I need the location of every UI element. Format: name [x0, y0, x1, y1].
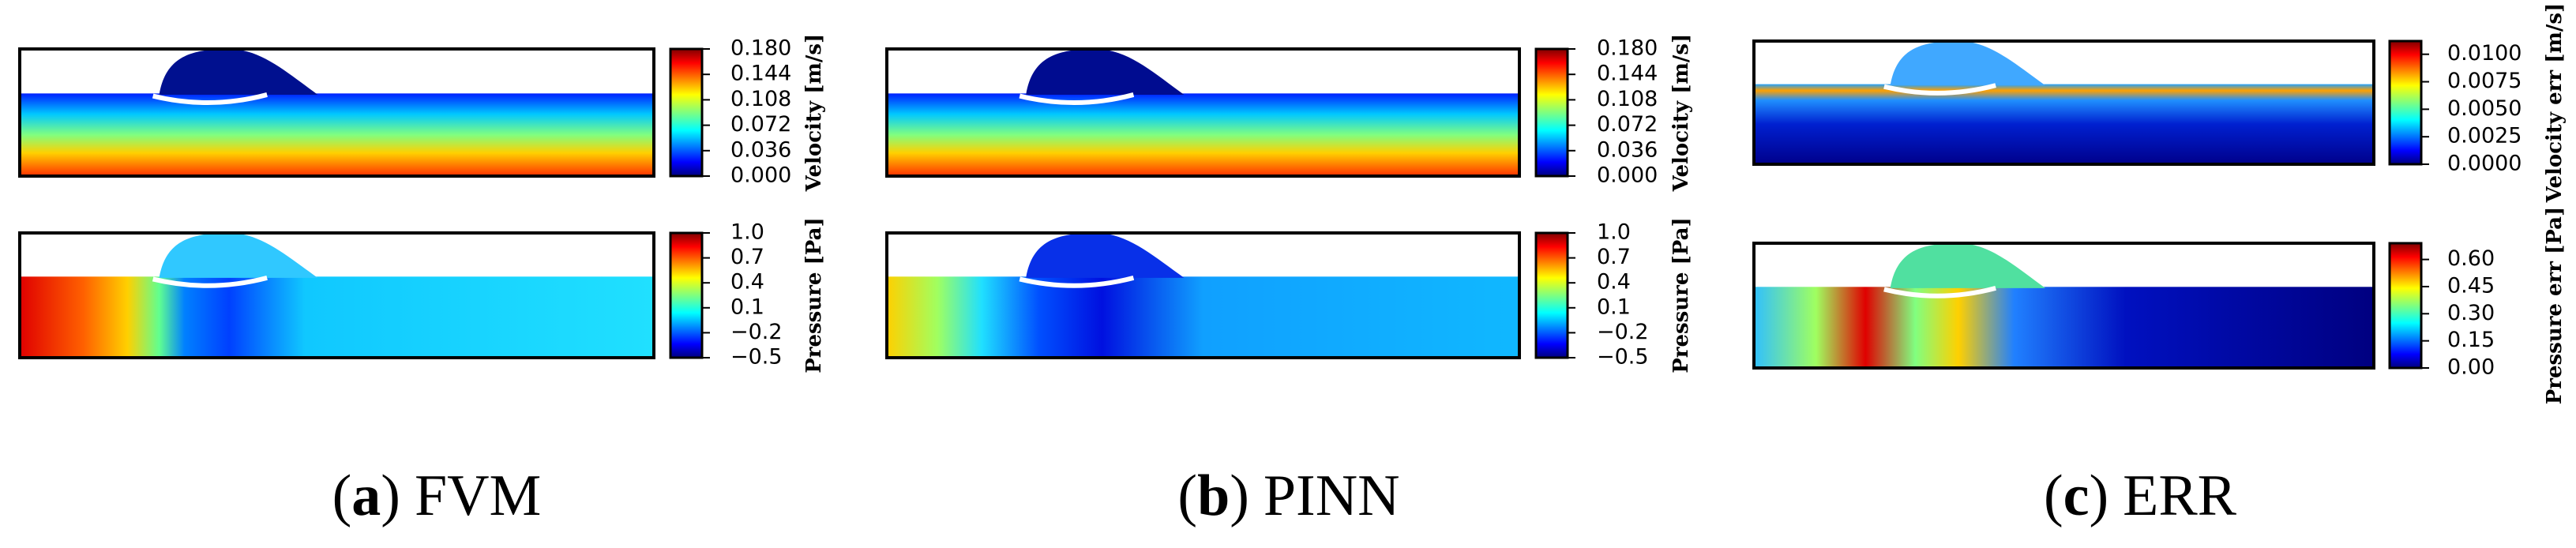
colorbar [669, 231, 704, 359]
colorbar-tick-label: 0.00 [2447, 355, 2495, 380]
colorbar-label: Velocity [m/s] [1669, 34, 1693, 193]
caption-text: ERR [2123, 464, 2237, 528]
caption-label: c [2063, 464, 2090, 528]
colorbar-tick-label: 0.7 [1597, 245, 1631, 269]
hydrofoil [152, 92, 268, 106]
panel-caption: (c) ERR [2044, 464, 2237, 528]
caption-label: a [351, 464, 381, 528]
flow-field [1754, 287, 2374, 368]
caption-close: ) [2089, 464, 2108, 528]
caption-text: PINN [1264, 464, 1400, 528]
hydrofoil [1019, 92, 1135, 106]
caption-open: ( [1177, 464, 1197, 528]
colorbar-tick-label: 1.0 [1597, 220, 1631, 245]
colorbar-tick-label: 0.036 [730, 137, 791, 162]
colorbar-tick-label: 0.072 [1597, 112, 1658, 137]
flow-field [20, 93, 654, 176]
caption-close: ) [1230, 464, 1249, 528]
colorbar-tick-label: −0.2 [1597, 320, 1649, 344]
surface-hump [159, 233, 318, 278]
colorbar-tick-label: 0.000 [730, 163, 791, 188]
colorbar-tick-label: 0.072 [730, 112, 791, 137]
colorbar-tick-label: 0.0100 [2447, 41, 2522, 66]
colorbar [2388, 39, 2423, 166]
flow-field [20, 276, 654, 358]
colorbar-tick-label: 0.60 [2447, 246, 2495, 271]
colorbar-label: Pressure [Pa] [1669, 217, 1693, 373]
colorbar-tick-label: 0.1 [730, 295, 764, 319]
colorbar-tick-label: 0.036 [1597, 137, 1658, 162]
hydrofoil [1883, 285, 1996, 298]
colorbar-tick-label: 1.0 [730, 220, 764, 245]
caption-label: b [1197, 464, 1230, 528]
colorbar-label: Pressure err [Pa] [2543, 207, 2567, 405]
caption-text: FVM [415, 464, 541, 528]
colorbar [1534, 231, 1569, 359]
panel-caption: (a) FVM [332, 464, 542, 528]
colorbar-label: Pressure [Pa] [802, 217, 826, 373]
colorbar [2388, 242, 2423, 370]
flow-field [887, 93, 1519, 176]
hydrofoil [1019, 275, 1135, 288]
surface-hump [1890, 41, 2045, 86]
colorbar-tick-label: 0.1 [1597, 295, 1631, 319]
colorbar-tick-label: 0.0025 [2447, 124, 2522, 148]
colorbar-tick-label: 0.45 [2447, 273, 2495, 298]
colorbar-tick-label: −0.2 [730, 320, 783, 344]
panel-caption: (b) PINN [1177, 464, 1399, 528]
field-plot [887, 49, 1519, 176]
flow-field [887, 276, 1519, 358]
colorbar-tick-label: 0.108 [1597, 87, 1658, 111]
surface-hump [1890, 243, 2045, 288]
plot-frame [1752, 39, 2375, 166]
colorbar-tick-label: 0.180 [730, 36, 791, 61]
caption-open: ( [2044, 464, 2063, 528]
field-plot [1754, 41, 2374, 164]
plot-frame [885, 47, 1521, 178]
colorbar-tick-label: −0.5 [730, 345, 783, 370]
colorbar [669, 47, 704, 178]
hydrofoil [152, 275, 268, 288]
colorbar-tick-label: 0.144 [730, 62, 791, 86]
plot-frame [18, 47, 655, 178]
flow-field [1754, 84, 2374, 164]
hydrofoil [1883, 83, 1996, 96]
colorbar-tick-label: 0.30 [2447, 301, 2495, 325]
colorbar-tick-label: −0.5 [1597, 345, 1649, 370]
colorbar-tick-label: 0.144 [1597, 62, 1658, 86]
plot-frame [1752, 242, 2375, 370]
field-plot [887, 233, 1519, 358]
colorbar-label: Velocity err [m/s] [2543, 3, 2567, 204]
colorbar-tick-label: 0.000 [1597, 163, 1658, 188]
colorbar-tick-label: 0.180 [1597, 36, 1658, 61]
field-plot [20, 49, 654, 176]
colorbar-tick-label: 0.15 [2447, 328, 2495, 352]
plot-frame [885, 231, 1521, 359]
colorbar-tick-label: 0.7 [730, 245, 764, 269]
field-plot [1754, 243, 2374, 368]
surface-hump [1026, 233, 1185, 278]
surface-hump [1026, 49, 1185, 95]
colorbar-tick-label: 0.4 [730, 270, 764, 295]
colorbar-label: Velocity [m/s] [802, 34, 826, 193]
plot-frame [18, 231, 655, 359]
surface-hump [159, 49, 318, 95]
colorbar [1534, 47, 1569, 178]
caption-open: ( [332, 464, 352, 528]
colorbar-tick-label: 0.0050 [2447, 96, 2522, 121]
colorbar-tick-label: 0.4 [1597, 270, 1631, 295]
colorbar-tick-label: 0.0075 [2447, 69, 2522, 93]
colorbar-tick-label: 0.0000 [2447, 152, 2522, 176]
caption-close: ) [381, 464, 400, 528]
field-plot [20, 233, 654, 358]
colorbar-tick-label: 0.108 [730, 87, 791, 111]
